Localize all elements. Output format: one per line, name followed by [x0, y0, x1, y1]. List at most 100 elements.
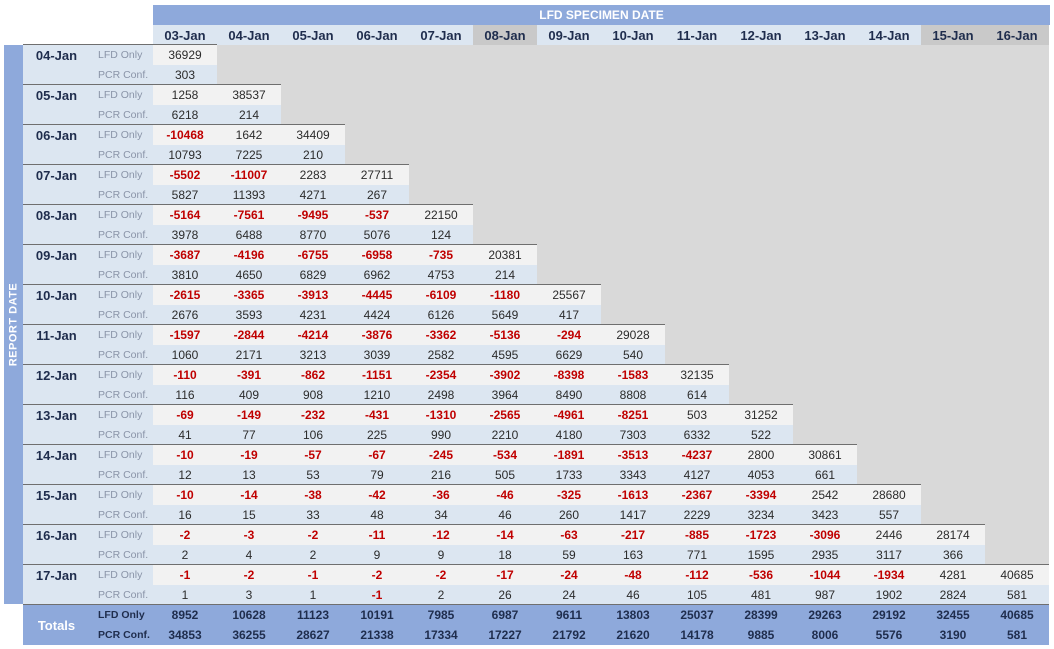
pcr-cell: 79 — [345, 465, 409, 485]
totals-lfd-cell: 28399 — [729, 605, 793, 625]
empty-cell — [985, 285, 1049, 325]
empty-cell — [473, 205, 537, 245]
specimen-date-header: 10-Jan — [601, 25, 665, 45]
empty-cell — [473, 85, 537, 125]
lfd-cell: 2283 — [281, 165, 345, 185]
empty-cell — [729, 365, 793, 405]
empty-cell — [857, 285, 921, 325]
row-type-pcr: PCR Conf. — [90, 65, 153, 85]
totals-separator — [23, 604, 1049, 605]
pcr-cell: 1417 — [601, 505, 665, 525]
report-date-label: 04-Jan — [23, 45, 90, 85]
report-date-label: 17-Jan — [23, 565, 90, 605]
pcr-cell: 8770 — [281, 225, 345, 245]
lfd-cell: -431 — [345, 405, 409, 425]
row-type-lfd: LFD Only — [90, 205, 153, 225]
row-type-pcr: PCR Conf. — [90, 385, 153, 405]
lfd-cell: -17 — [473, 565, 537, 585]
lfd-cell: 38537 — [217, 85, 281, 105]
report-date-label: 06-Jan — [23, 125, 90, 165]
lfd-cell: -1180 — [473, 285, 537, 305]
totals-pcr-cell: 28627 — [281, 625, 345, 645]
empty-cell — [665, 285, 729, 325]
lfd-cell: 2800 — [729, 445, 793, 465]
lfd-cell: -3913 — [281, 285, 345, 305]
row-type-lfd: LFD Only — [90, 245, 153, 265]
pcr-cell: 26 — [473, 585, 537, 605]
lfd-cell: -14 — [217, 485, 281, 505]
empty-cell — [985, 365, 1049, 405]
lfd-cell: -24 — [537, 565, 601, 585]
specimen-date-header: 11-Jan — [665, 25, 729, 45]
lfd-cell: 4281 — [921, 565, 985, 585]
lfd-cell: 32135 — [665, 365, 729, 385]
report-date-label: 16-Jan — [23, 525, 90, 565]
row-type-lfd: LFD Only — [90, 85, 153, 105]
pcr-cell: 48 — [345, 505, 409, 525]
pcr-cell: 214 — [217, 105, 281, 125]
row-type-pcr: PCR Conf. — [90, 265, 153, 285]
lfd-cell: 22150 — [409, 205, 473, 225]
lfd-cell: -42 — [345, 485, 409, 505]
report-date-label: 07-Jan — [23, 165, 90, 205]
empty-cell — [985, 445, 1049, 485]
lfd-cell: -4214 — [281, 325, 345, 345]
lfd-cell: 1642 — [217, 125, 281, 145]
empty-cell — [409, 125, 473, 165]
empty-cell — [857, 405, 921, 445]
pcr-cell: 3810 — [153, 265, 217, 285]
pcr-cell: 581 — [985, 585, 1049, 605]
pcr-cell: 3978 — [153, 225, 217, 245]
totals-pcr-cell: 34853 — [153, 625, 217, 645]
specimen-date-title: LFD SPECIMEN DATE — [153, 5, 1050, 25]
empty-cell — [857, 205, 921, 245]
pcr-cell: 3 — [217, 585, 281, 605]
pcr-cell: 214 — [473, 265, 537, 285]
lfd-cell: -67 — [345, 445, 409, 465]
lfd-cell: -8251 — [601, 405, 665, 425]
empty-cell — [537, 85, 601, 125]
empty-cell — [665, 165, 729, 205]
lfd-cell: -294 — [537, 325, 601, 345]
lfd-cell: 20381 — [473, 245, 537, 265]
empty-cell — [857, 245, 921, 285]
pcr-cell: 106 — [281, 425, 345, 445]
row-type-lfd: LFD Only — [90, 485, 153, 505]
empty-cell — [921, 285, 985, 325]
lfd-cell: -3362 — [409, 325, 473, 345]
pcr-cell: 5649 — [473, 305, 537, 325]
pcr-cell: 540 — [601, 345, 665, 365]
lfd-cell: -3365 — [217, 285, 281, 305]
empty-cell — [921, 445, 985, 485]
lfd-cell: -3096 — [793, 525, 857, 545]
pcr-cell: 6488 — [217, 225, 281, 245]
empty-cell — [665, 325, 729, 365]
lfd-cell: -7561 — [217, 205, 281, 225]
pcr-cell: 3117 — [857, 545, 921, 565]
lfd-cell: -862 — [281, 365, 345, 385]
empty-cell — [793, 205, 857, 245]
lfd-cell: -3394 — [729, 485, 793, 505]
lfd-cell: 1258 — [153, 85, 217, 105]
pcr-cell: 6332 — [665, 425, 729, 445]
empty-cell — [793, 365, 857, 405]
pcr-cell: 2935 — [793, 545, 857, 565]
empty-cell — [729, 85, 793, 125]
lfd-cell: -10 — [153, 485, 217, 505]
pcr-cell: 2498 — [409, 385, 473, 405]
row-type-lfd: LFD Only — [90, 45, 153, 65]
empty-cell — [345, 125, 409, 165]
lfd-cell: -536 — [729, 565, 793, 585]
pcr-cell: 4180 — [537, 425, 601, 445]
lfd-cell: -10 — [153, 445, 217, 465]
pcr-cell: 59 — [537, 545, 601, 565]
pcr-cell: 557 — [857, 505, 921, 525]
empty-cell — [281, 85, 345, 125]
pcr-cell: 7303 — [601, 425, 665, 445]
lfd-cell: -38 — [281, 485, 345, 505]
empty-cell — [665, 85, 729, 125]
totals-pcr-cell: 21792 — [537, 625, 601, 645]
empty-cell — [665, 125, 729, 165]
empty-cell — [857, 125, 921, 165]
empty-cell — [729, 285, 793, 325]
